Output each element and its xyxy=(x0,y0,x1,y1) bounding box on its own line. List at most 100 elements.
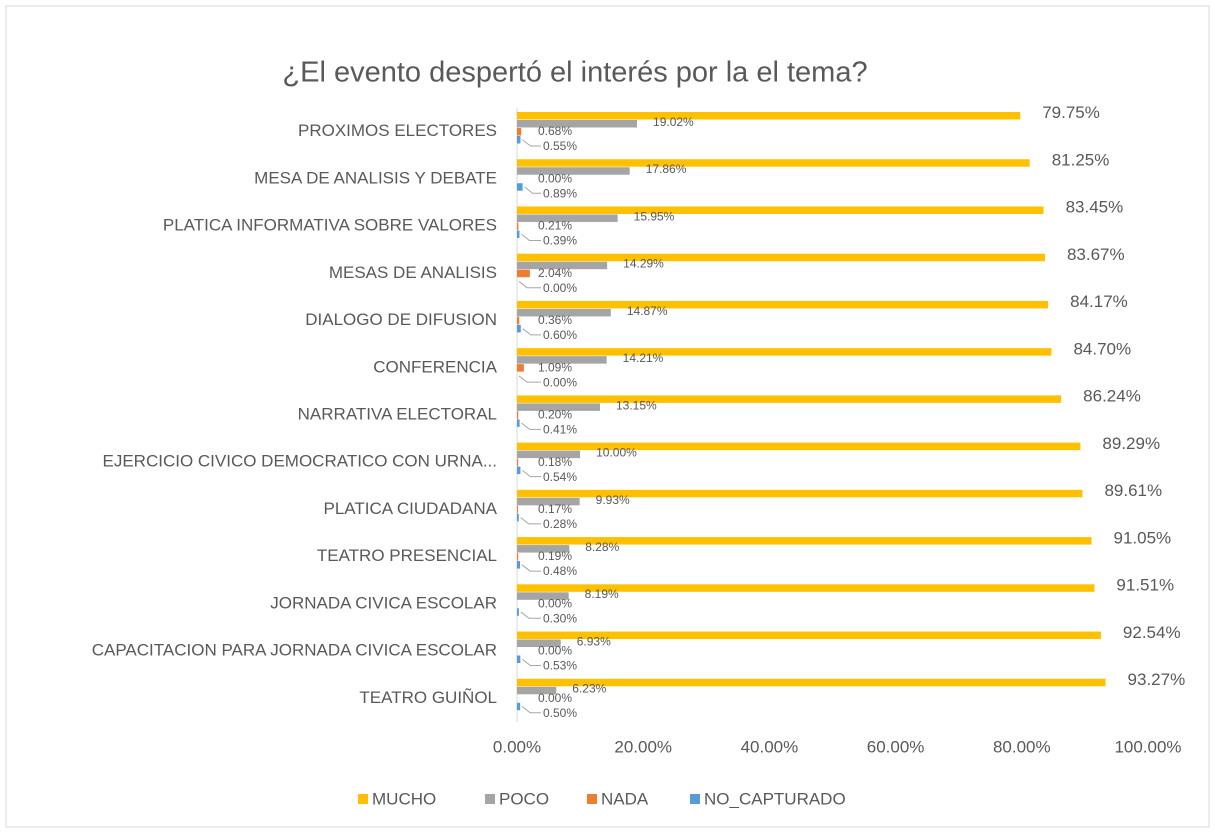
bar xyxy=(517,592,569,600)
data-label: 0.41% xyxy=(543,423,577,437)
bar xyxy=(517,183,523,191)
data-label: 8.19% xyxy=(585,587,619,601)
x-tick-label: 60.00% xyxy=(867,737,925,756)
y-tick-label: PLATICA INFORMATIVA SOBRE VALORES xyxy=(163,216,497,235)
bar xyxy=(517,316,520,325)
bar xyxy=(517,678,1106,687)
data-label: 0.00% xyxy=(538,596,572,610)
bar xyxy=(517,308,611,317)
leader-line xyxy=(521,422,541,430)
data-label: 89.29% xyxy=(1102,434,1160,453)
legend-swatch xyxy=(485,794,495,804)
data-label: 81.25% xyxy=(1052,150,1110,169)
bar xyxy=(517,214,618,222)
bar xyxy=(517,545,570,553)
data-label: 0.36% xyxy=(538,313,572,327)
legend-label: POCO xyxy=(499,789,549,808)
data-label: 84.17% xyxy=(1070,292,1128,311)
leader-line xyxy=(518,281,541,289)
bar xyxy=(517,128,522,136)
bar xyxy=(517,395,1062,403)
bar xyxy=(517,702,521,711)
bar xyxy=(517,497,580,506)
leader-line xyxy=(522,658,541,667)
bar xyxy=(517,356,607,364)
data-label: 0.19% xyxy=(538,549,572,563)
data-label: 0.00% xyxy=(538,171,572,185)
bar xyxy=(517,489,1083,498)
data-label: 10.00% xyxy=(596,446,637,460)
data-label: 14.21% xyxy=(623,351,664,365)
data-label: 2.04% xyxy=(538,266,572,280)
leader-line xyxy=(521,233,541,241)
bar xyxy=(517,639,561,648)
data-label: 0.55% xyxy=(543,139,577,153)
data-label: 14.29% xyxy=(623,257,664,271)
y-tick-label: CONFERENCIA xyxy=(373,357,497,376)
legend-swatch xyxy=(358,794,368,804)
bar xyxy=(517,206,1044,214)
data-label: 6.93% xyxy=(577,634,611,648)
bar xyxy=(517,112,1021,120)
x-tick-label: 20.00% xyxy=(614,737,672,756)
data-label: 0.50% xyxy=(543,706,577,720)
leader-line xyxy=(518,375,541,383)
y-tick-label: PROXIMOS ELECTORES xyxy=(298,121,497,140)
x-tick-label: 0.00% xyxy=(493,737,541,756)
bar xyxy=(517,364,524,372)
data-label: 0.00% xyxy=(543,375,577,389)
bar xyxy=(517,261,608,270)
data-label: 0.18% xyxy=(538,455,572,469)
bar xyxy=(517,230,520,238)
leader-line xyxy=(522,469,541,478)
bar xyxy=(517,403,600,411)
y-tick-label: TEATRO PRESENCIAL xyxy=(317,546,497,565)
legend-label: NO_CAPTURADO xyxy=(704,789,846,808)
leader-line xyxy=(522,139,541,147)
data-label: 9.93% xyxy=(596,493,630,507)
data-label: 1.09% xyxy=(538,360,572,374)
legend-swatch xyxy=(587,794,597,804)
chart-frame xyxy=(5,5,1210,828)
legend-label: MUCHO xyxy=(372,789,436,808)
leader-line xyxy=(522,328,541,336)
y-tick-label: MESA DE ANALISIS Y DEBATE xyxy=(254,168,497,187)
bar xyxy=(517,608,519,616)
y-tick-label: EJERCICIO CIVICO DEMOCRATICO CON URNA... xyxy=(103,452,498,471)
bar xyxy=(517,419,520,427)
data-label: 79.75% xyxy=(1042,103,1100,122)
bar xyxy=(517,537,1092,545)
bar xyxy=(517,411,519,419)
data-label: 86.24% xyxy=(1083,387,1141,406)
bar xyxy=(517,120,638,128)
bar xyxy=(517,513,519,522)
leader-line xyxy=(520,517,541,525)
data-label: 0.89% xyxy=(543,186,577,200)
data-label: 6.23% xyxy=(572,682,606,696)
y-tick-label: PLATICA CIUDADANA xyxy=(323,499,497,518)
data-label: 0.68% xyxy=(538,124,572,138)
data-label: 0.60% xyxy=(543,328,577,342)
y-tick-label: JORNADA CIVICA ESCOLAR xyxy=(270,593,497,612)
data-label: 8.28% xyxy=(585,540,619,554)
data-label: 83.45% xyxy=(1066,198,1124,217)
y-tick-label: NARRATIVA ELECTORAL xyxy=(298,404,497,423)
data-label: 0.00% xyxy=(543,281,577,295)
bar xyxy=(517,655,521,664)
data-label: 0.54% xyxy=(543,470,577,484)
data-label: 0.48% xyxy=(543,564,577,578)
x-tick-label: 80.00% xyxy=(993,737,1051,756)
data-label: 19.02% xyxy=(653,115,694,129)
bar xyxy=(517,300,1049,309)
data-label: 92.54% xyxy=(1123,623,1181,642)
data-label: 17.86% xyxy=(646,162,687,176)
data-label: 0.30% xyxy=(543,611,577,625)
bar xyxy=(517,458,519,467)
x-tick-label: 40.00% xyxy=(741,737,799,756)
bar xyxy=(517,450,581,459)
legend-swatch xyxy=(690,794,700,804)
bar xyxy=(517,505,519,514)
bar xyxy=(517,686,557,695)
data-label: 0.21% xyxy=(538,219,572,233)
